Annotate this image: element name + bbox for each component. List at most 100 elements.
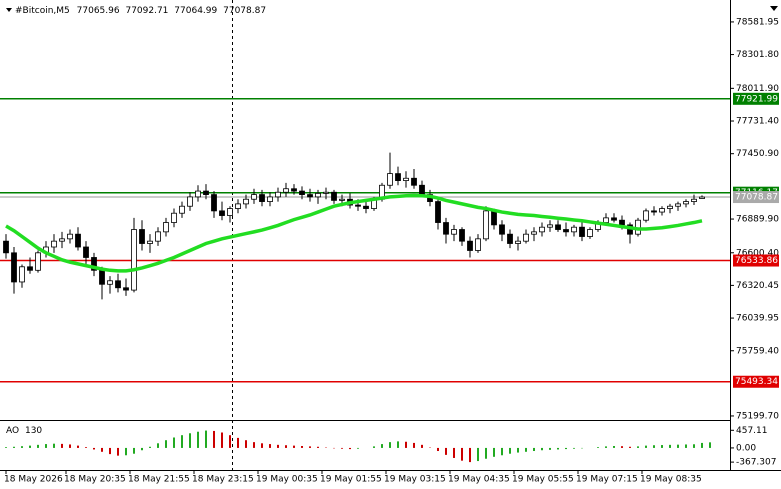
candle-body xyxy=(187,196,193,207)
candle-body xyxy=(59,238,65,242)
candle-body xyxy=(91,257,97,271)
y-tick-label: 76889.90 xyxy=(736,215,779,225)
candle-body xyxy=(603,217,609,223)
candle-body xyxy=(515,240,521,244)
candle-body xyxy=(331,191,337,201)
candle-body xyxy=(699,196,705,199)
candle-body xyxy=(643,210,649,221)
candle-body xyxy=(131,229,137,291)
moving-average xyxy=(5,193,703,273)
candle-body xyxy=(611,217,617,221)
candle-body xyxy=(435,201,441,223)
candle-body xyxy=(651,210,657,213)
x-tick-label: 19 May 01:55 xyxy=(320,475,382,485)
candle-body xyxy=(675,203,681,207)
current-price-bg xyxy=(733,191,779,204)
candle-body xyxy=(563,229,569,233)
header: #Bitcoin,M5 77065.96 77092.71 77064.99 7… xyxy=(15,6,266,16)
candle-body xyxy=(339,198,345,201)
x-tick-label: 19 May 05:55 xyxy=(512,475,574,485)
ao-name: AO xyxy=(6,426,19,436)
candle-body xyxy=(419,184,425,195)
candle-body xyxy=(323,191,329,194)
candle-body xyxy=(507,233,513,244)
candle-body xyxy=(235,203,241,209)
ao-tick-label: 0.00 xyxy=(736,443,756,453)
ao-tick-label: -367.307 xyxy=(736,458,776,468)
y-tick-label: 77731.40 xyxy=(736,117,779,127)
candle-body xyxy=(171,212,177,223)
x-tick-label: 18 May 21:55 xyxy=(128,475,190,485)
candle-body xyxy=(395,173,401,181)
y-tick-label: 76600.40 xyxy=(736,248,779,258)
y-tick-label: 78581.95 xyxy=(736,17,779,27)
candle-body xyxy=(11,252,17,283)
candle-body xyxy=(531,231,537,235)
y-tick-label: 77450.90 xyxy=(736,149,779,159)
x-tick-label: 19 May 00:35 xyxy=(256,475,318,485)
candle-body xyxy=(659,208,665,213)
level-label: 77921.99 xyxy=(735,94,778,104)
candle-body xyxy=(619,219,625,226)
y-tick-label: 78011.90 xyxy=(736,84,779,94)
candle-body xyxy=(195,190,201,198)
symbol: #Bitcoin,M5 xyxy=(15,6,70,16)
scroll-icon xyxy=(770,6,778,11)
candle-body xyxy=(227,208,233,216)
x-tick-label: 18 May 23:15 xyxy=(192,475,254,485)
candle-body xyxy=(523,233,529,242)
candle-body xyxy=(251,194,257,200)
current-price-label: 77078.87 xyxy=(735,193,778,203)
candle-body xyxy=(243,198,249,205)
y-tick-label: 76320.45 xyxy=(736,281,779,291)
candle-body xyxy=(483,210,489,240)
x-tick-label: 18 May 20:35 xyxy=(64,475,126,485)
candle-body xyxy=(387,173,393,186)
ao-tick-label: 457.11 xyxy=(736,426,768,436)
candle-body xyxy=(467,240,473,251)
y-tick-label: 75199.70 xyxy=(736,411,779,421)
candle-body xyxy=(115,280,121,289)
candle-body xyxy=(275,191,281,198)
level-label-bg xyxy=(733,375,779,388)
candle-body xyxy=(291,188,297,192)
x-tick-label: 19 May 03:15 xyxy=(384,475,446,485)
candle-body xyxy=(107,280,113,285)
candle-body xyxy=(163,222,169,233)
candle-body xyxy=(307,194,313,198)
candle-body xyxy=(147,240,153,244)
candle-body xyxy=(83,246,89,258)
y-tick-label: 78301.80 xyxy=(736,50,779,60)
candle-body xyxy=(155,231,161,242)
candle-body xyxy=(315,193,321,198)
y-tick-label: 75759.40 xyxy=(736,346,779,356)
symbol-icon xyxy=(6,8,12,12)
candle-body xyxy=(211,194,217,212)
candle-body xyxy=(403,177,409,181)
candle-body xyxy=(539,226,545,233)
candle-body xyxy=(35,252,41,271)
candle-body xyxy=(267,196,273,202)
candle-body xyxy=(99,269,105,285)
level-label-bg xyxy=(733,92,779,105)
high: 77092.71 xyxy=(125,6,168,16)
candle-body xyxy=(547,224,553,228)
candle-body xyxy=(139,229,145,244)
candle-body xyxy=(443,222,449,235)
candle-body xyxy=(667,205,673,209)
candle-body xyxy=(259,194,265,202)
candle-body xyxy=(355,204,361,207)
level-label: 76533.86 xyxy=(735,256,778,266)
x-tick-label: 19 May 07:15 xyxy=(576,475,638,485)
candle-body xyxy=(3,240,9,254)
candle-body xyxy=(123,287,129,291)
candle-body xyxy=(587,229,593,237)
candle-body xyxy=(51,240,57,248)
candle-body xyxy=(179,205,185,214)
candle-body xyxy=(19,266,25,283)
ao-current: 130 xyxy=(25,426,42,436)
candle-body xyxy=(283,188,289,193)
x-tick-label: 19 May 08:35 xyxy=(640,475,702,485)
